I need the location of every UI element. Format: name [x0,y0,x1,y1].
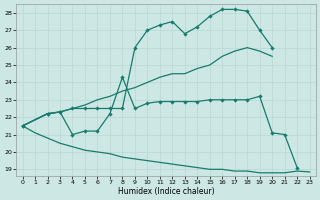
X-axis label: Humidex (Indice chaleur): Humidex (Indice chaleur) [118,187,214,196]
